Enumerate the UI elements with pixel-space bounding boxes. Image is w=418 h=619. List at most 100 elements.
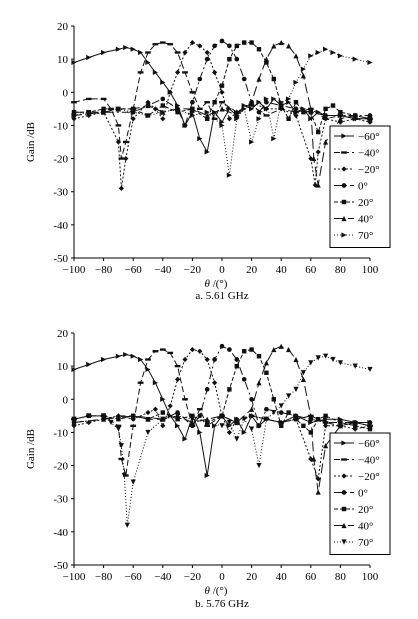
y-tick-label: -30 bbox=[53, 494, 68, 506]
data-point bbox=[323, 46, 329, 52]
data-point bbox=[226, 172, 232, 178]
data-point bbox=[278, 410, 284, 415]
data-point bbox=[308, 106, 314, 112]
series-a-0 bbox=[71, 44, 373, 155]
legend-a: −60° −40° −20° 0° 20° 40° 70° bbox=[329, 125, 391, 248]
data-point bbox=[286, 96, 292, 102]
data-point bbox=[323, 413, 328, 419]
data-point bbox=[138, 356, 144, 363]
x-tick-label: −60 bbox=[125, 571, 143, 583]
legend-marker bbox=[341, 522, 347, 529]
series-line bbox=[73, 349, 371, 479]
data-point bbox=[123, 155, 129, 162]
data-point bbox=[315, 182, 321, 188]
data-point bbox=[278, 423, 284, 429]
data-point bbox=[182, 398, 188, 401]
data-point bbox=[197, 136, 203, 142]
data-point bbox=[271, 346, 277, 353]
legend-marker bbox=[341, 215, 347, 222]
data-point bbox=[152, 350, 159, 353]
data-point bbox=[263, 96, 269, 102]
data-point bbox=[315, 49, 321, 56]
data-point bbox=[115, 353, 121, 359]
data-point bbox=[115, 124, 122, 127]
y-tick-label: -10 bbox=[53, 427, 68, 439]
x-tick-label: 0 bbox=[219, 571, 225, 583]
data-point bbox=[249, 406, 255, 412]
data-point bbox=[249, 139, 255, 145]
data-point bbox=[293, 112, 299, 119]
data-point bbox=[271, 397, 277, 402]
x-axis-unit: /(°) bbox=[210, 278, 228, 290]
y-tick-label: 20 bbox=[57, 328, 69, 340]
data-point bbox=[278, 343, 284, 349]
data-point bbox=[271, 43, 277, 49]
series-b-6 bbox=[71, 353, 373, 528]
legend-label: −20° bbox=[358, 164, 380, 176]
data-point bbox=[145, 59, 151, 66]
data-point bbox=[145, 51, 151, 54]
y-tick-label: -50 bbox=[53, 560, 68, 572]
data-point bbox=[352, 419, 358, 426]
legend-marker bbox=[341, 166, 347, 172]
legend-label: 40° bbox=[358, 521, 373, 533]
data-point bbox=[145, 112, 151, 119]
data-point bbox=[226, 106, 232, 112]
data-point bbox=[234, 43, 240, 49]
data-point bbox=[130, 109, 136, 115]
x-tick-label: 60 bbox=[305, 571, 317, 583]
data-point bbox=[189, 112, 195, 119]
data-point bbox=[152, 69, 158, 75]
data-point bbox=[118, 443, 124, 449]
data-point bbox=[175, 423, 181, 429]
data-point bbox=[145, 409, 151, 416]
data-point bbox=[212, 69, 218, 75]
data-point bbox=[101, 356, 107, 363]
data-point bbox=[323, 106, 328, 112]
data-point bbox=[234, 109, 240, 115]
legend-label: 70° bbox=[358, 230, 373, 242]
data-point bbox=[367, 423, 373, 429]
data-point bbox=[293, 386, 299, 392]
data-point bbox=[226, 429, 232, 436]
y-tick-label: 0 bbox=[63, 394, 69, 406]
data-point bbox=[160, 410, 166, 415]
y-tick-label: 10 bbox=[57, 54, 69, 66]
data-point bbox=[189, 91, 196, 94]
data-point bbox=[300, 66, 306, 72]
data-point bbox=[219, 83, 225, 88]
data-point bbox=[249, 40, 254, 45]
data-point bbox=[226, 423, 232, 429]
y-tick-label: -20 bbox=[53, 461, 68, 473]
data-point bbox=[278, 419, 284, 426]
data-point bbox=[152, 406, 158, 412]
data-point bbox=[315, 416, 321, 422]
data-point bbox=[182, 71, 188, 74]
data-point bbox=[115, 426, 121, 432]
x-tick-label: −40 bbox=[154, 264, 172, 276]
data-point bbox=[145, 429, 151, 436]
data-point bbox=[71, 116, 77, 122]
data-point bbox=[145, 102, 151, 109]
data-point bbox=[219, 119, 225, 125]
data-point bbox=[256, 380, 262, 386]
data-point bbox=[204, 149, 210, 155]
data-point bbox=[118, 185, 124, 191]
data-point bbox=[293, 416, 299, 422]
data-point bbox=[323, 139, 329, 145]
data-point bbox=[219, 122, 225, 129]
data-point bbox=[308, 155, 314, 162]
data-point bbox=[197, 43, 203, 49]
x-axis-label: θ /(°) bbox=[205, 278, 228, 290]
x-tick-label: 100 bbox=[362, 571, 379, 583]
x-tick-label: −40 bbox=[154, 571, 172, 583]
legend-label: 20° bbox=[358, 197, 373, 209]
data-point bbox=[71, 101, 77, 104]
data-point bbox=[160, 79, 166, 85]
data-point bbox=[204, 101, 211, 104]
data-point bbox=[160, 416, 166, 422]
legend-label: 40° bbox=[358, 214, 373, 226]
series-a-5 bbox=[71, 39, 373, 188]
series-line bbox=[73, 46, 370, 154]
